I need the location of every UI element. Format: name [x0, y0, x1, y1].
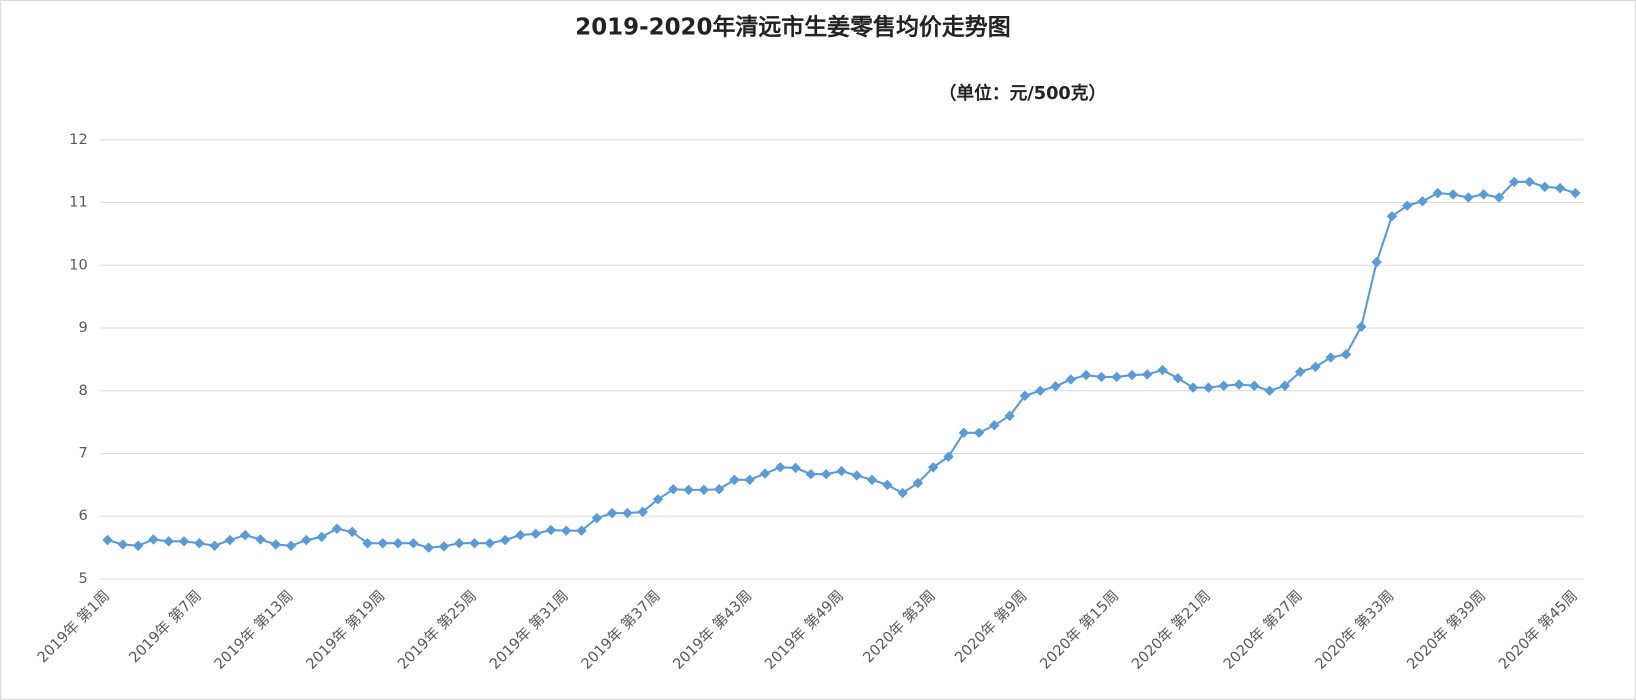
data-point: [973, 427, 985, 439]
y-tick-label: 8: [78, 382, 87, 399]
data-point: [897, 487, 908, 499]
data-point: [1509, 176, 1520, 188]
data-point: [1570, 187, 1581, 199]
data-point: [866, 474, 878, 486]
data-point: [698, 484, 710, 496]
data-point: [392, 538, 404, 549]
data-point: [1401, 200, 1413, 211]
data-point: [408, 538, 419, 549]
data-point: [1172, 372, 1184, 384]
data-point: [1371, 256, 1382, 268]
y-tick-label: 7: [78, 445, 87, 462]
data-point: [729, 474, 740, 486]
data-point: [713, 484, 725, 495]
data-point: [362, 538, 373, 549]
data-point: [744, 474, 755, 486]
chart-title: 2019-2020年清远市生姜零售均价走势图: [575, 14, 1010, 41]
data-point: [1478, 189, 1489, 200]
data-point: [1111, 371, 1122, 383]
data-point: [1035, 385, 1046, 396]
data-point: [194, 538, 205, 549]
y-tick-label: 11: [69, 194, 88, 211]
chart-subtitle: （单位：元/500克）: [939, 82, 1107, 104]
data-point: [1417, 196, 1428, 207]
data-point: [1065, 374, 1077, 385]
data-point: [1524, 176, 1535, 188]
data-point: [989, 420, 1000, 431]
data-point: [1310, 361, 1321, 373]
data-point: [1493, 192, 1505, 203]
data-point: [759, 468, 771, 479]
data-point: [255, 534, 266, 545]
data-point: [1096, 371, 1107, 383]
data-point: [1325, 352, 1336, 363]
y-tick-label: 6: [78, 507, 87, 524]
data-point: [484, 538, 496, 549]
data-point: [1463, 192, 1474, 203]
y-tick-label: 12: [69, 131, 88, 148]
data-point: [1004, 410, 1015, 422]
data-point: [377, 538, 388, 549]
data-point: [561, 525, 572, 536]
y-tick-label: 9: [78, 319, 87, 336]
data-point: [148, 534, 159, 545]
data-point: [1019, 390, 1031, 401]
data-point: [270, 539, 281, 550]
data-point: [346, 526, 358, 538]
y-tick-label: 5: [78, 570, 87, 587]
y-tick-label: 10: [69, 256, 88, 273]
data-point: [1386, 211, 1398, 222]
data-point: [1050, 381, 1061, 392]
data-point: [576, 525, 587, 536]
data-point: [117, 539, 129, 550]
data-point: [1233, 379, 1245, 390]
